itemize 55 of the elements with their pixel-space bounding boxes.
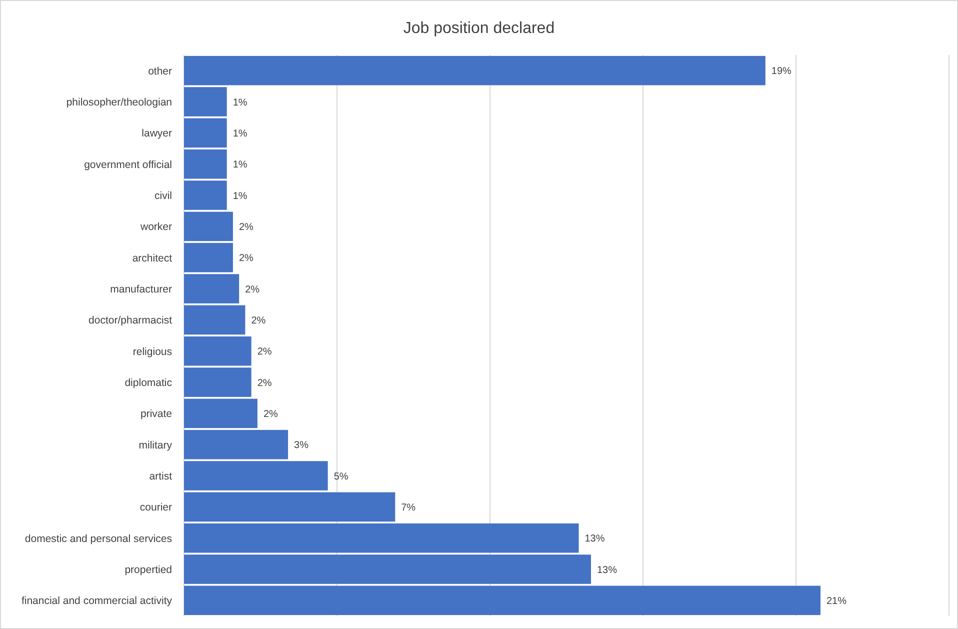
y-tick-label: manufacturer: [110, 283, 172, 296]
data-label: 2%: [245, 284, 260, 296]
data-label: 2%: [263, 408, 278, 420]
data-label: 5%: [334, 471, 348, 482]
data-label: 1%: [232, 190, 248, 202]
bar: [184, 87, 227, 116]
y-tick-label: courier: [140, 502, 172, 514]
data-label: 2%: [238, 222, 254, 233]
y-tick-label: architect: [132, 252, 172, 264]
bar: [184, 180, 227, 210]
y-tick-label: financial and commercial activity: [21, 595, 173, 608]
y-tick-label: civil: [154, 190, 172, 202]
bar: [184, 336, 252, 366]
bar: [184, 212, 233, 242]
y-tick-label: government official: [84, 158, 172, 171]
bar: [184, 461, 328, 490]
data-label: 2%: [257, 378, 272, 389]
data-label: 2%: [257, 346, 272, 358]
bar: [184, 586, 820, 616]
bar: [184, 242, 233, 272]
data-label: 2%: [251, 315, 266, 326]
bar: [184, 492, 396, 522]
y-tick-label: domestic and personal services: [24, 532, 172, 545]
y-tick-label: diplomatic: [124, 376, 172, 389]
bar: [184, 274, 240, 304]
bar: [184, 118, 227, 148]
data-label: 13%: [584, 534, 605, 545]
data-label: 1%: [232, 97, 248, 108]
data-label: 1%: [232, 128, 248, 140]
y-tick-label: military: [138, 439, 173, 452]
y-tick-label: doctor/pharmacist: [88, 314, 172, 327]
bar: [184, 149, 227, 179]
data-label: 3%: [294, 440, 309, 452]
y-tick-label: lawyer: [142, 128, 172, 140]
bar: [184, 523, 579, 553]
data-label: 21%: [826, 596, 847, 607]
chart-title: Job position declared: [403, 20, 555, 37]
data-label: 1%: [232, 160, 248, 171]
bar: [184, 430, 288, 460]
data-label: 7%: [401, 502, 416, 514]
data-label: 13%: [596, 564, 618, 576]
y-tick-label: religious: [132, 346, 172, 358]
bar: [184, 56, 766, 86]
bar: [184, 398, 258, 428]
y-tick-label: other: [148, 65, 172, 78]
y-tick-label: private: [140, 408, 172, 420]
y-tick-label: worker: [139, 221, 172, 234]
bar: [184, 554, 591, 584]
y-tick-label: artist: [149, 470, 172, 482]
data-label: 19%: [771, 66, 792, 78]
y-tick-label: philosopher/theologian: [66, 96, 172, 108]
bar: [184, 305, 246, 335]
data-label: 2%: [238, 253, 254, 264]
y-tick-label: propertied: [124, 564, 172, 576]
bar: [184, 368, 252, 397]
